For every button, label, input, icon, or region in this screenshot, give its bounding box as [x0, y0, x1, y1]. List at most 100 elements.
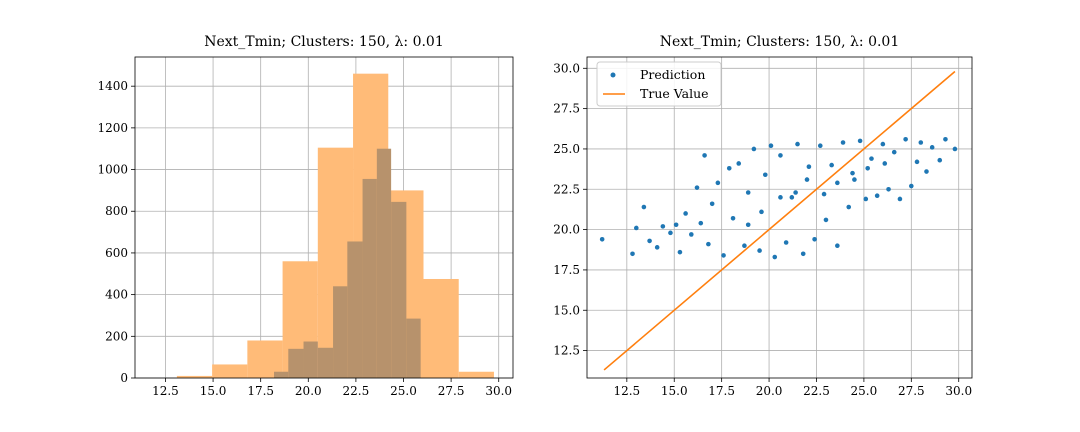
prediction-point: [874, 193, 880, 199]
scatter-grid: [587, 57, 972, 378]
prediction-point: [840, 140, 846, 145]
prediction-point: [778, 195, 783, 200]
x-tick-label: 17.5: [708, 384, 735, 398]
true-value-line-group: [603, 70, 956, 371]
x-tick-label: 30.0: [945, 384, 972, 398]
histogram-bar-inner: [391, 201, 407, 378]
histogram-plot-frame: [134, 56, 514, 379]
prediction-point: [736, 161, 742, 166]
prediction-point: [823, 217, 829, 223]
y-tick-label: 0: [120, 371, 128, 385]
prediction-point: [869, 156, 874, 161]
prediction-point: [914, 159, 920, 165]
x-tick-label: 12.5: [152, 384, 179, 398]
x-tick-label: 17.5: [247, 384, 274, 398]
x-tick-label: 22.5: [803, 384, 830, 398]
y-tick-label: 15.0: [553, 303, 580, 317]
y-tick-label: 27.5: [553, 102, 580, 116]
prediction-point: [715, 180, 721, 186]
prediction-point: [943, 136, 948, 142]
prediction-point: [857, 138, 863, 144]
legend: Prediction True Value: [596, 61, 722, 107]
prediction-point: [647, 238, 652, 244]
y-tick-label: 12.5: [553, 344, 580, 358]
scatter-chart: Next_Tmin; Clusters: 150, λ: 0.01 12.5 15…: [553, 34, 973, 398]
prediction-point: [668, 230, 673, 236]
prediction-point: [673, 222, 679, 228]
prediction-point: [789, 195, 795, 200]
histogram-bar-inner: [288, 348, 304, 378]
scatter-y-axis: 12.5 15.0 17.5 20.0 22.5 25.0 27.5 30.0: [553, 61, 587, 358]
prediction-point: [702, 153, 707, 158]
histogram-x-axis: 12.5 15.0 17.5 20.0 22.5 25.0 27.5 30.0: [152, 378, 512, 398]
histogram-bar-inner: [347, 241, 363, 378]
x-tick-label: 22.5: [343, 384, 370, 398]
prediction-point: [821, 191, 827, 197]
prediction-point: [745, 222, 751, 228]
prediction-point: [850, 170, 855, 176]
prediction-point: [793, 190, 798, 195]
prediction-point: [800, 251, 806, 257]
prediction-point: [865, 166, 870, 171]
x-tick-label: 20.0: [756, 384, 783, 398]
legend-label-prediction: Prediction: [640, 67, 705, 82]
x-tick-label: 15.0: [661, 384, 688, 398]
prediction-point: [641, 204, 647, 210]
y-tick-label: 17.5: [553, 263, 580, 277]
prediction-point: [654, 245, 660, 250]
x-tick-label: 15.0: [200, 384, 227, 398]
prediction-point: [726, 166, 732, 171]
histogram-title: Next_Tmin; Clusters: 150, λ: 0.01: [204, 34, 444, 50]
y-tick-label: 600: [105, 246, 128, 260]
prediction-point: [677, 249, 683, 255]
y-tick-label: 400: [105, 288, 128, 302]
prediction-point: [924, 169, 929, 174]
y-tick-label: 1400: [97, 79, 128, 93]
histogram-bar-inner: [406, 318, 421, 378]
prediction-point: [817, 143, 823, 149]
prediction-point: [745, 190, 751, 195]
prediction-point: [721, 253, 726, 258]
prediction-point: [903, 136, 908, 142]
y-tick-label: 25.0: [553, 142, 580, 156]
y-tick-label: 1200: [97, 121, 128, 135]
scatter-points: [599, 136, 958, 260]
prediction-point: [698, 220, 704, 226]
histogram-bar-inner: [333, 286, 348, 378]
prediction-point: [852, 177, 857, 182]
histogram-bar-outer: [212, 364, 248, 378]
x-tick-label: 25.0: [390, 384, 417, 398]
legend-marker-prediction: [610, 72, 616, 78]
x-tick-label: 27.5: [898, 384, 925, 398]
prediction-point: [694, 185, 700, 190]
x-tick-label: 30.0: [485, 384, 512, 398]
legend-box: [596, 61, 722, 107]
histogram-bar-inner: [362, 178, 377, 378]
scatter-plot-frame: [586, 56, 973, 379]
histogram-chart: Next_Tmin; Clusters: 150, λ: 0.01 12.5 15…: [97, 34, 514, 398]
prediction-point: [806, 164, 812, 169]
legend-label-true-value: True Value: [640, 86, 709, 101]
histogram-bar-inner: [376, 148, 392, 378]
histogram-bar-inner: [303, 341, 318, 378]
histogram-y-axis: 0 200 400 600 800 1000 1200 1400: [97, 79, 135, 385]
prediction-point: [630, 251, 635, 257]
prediction-point: [762, 172, 768, 178]
prediction-point: [909, 183, 914, 189]
true-value-line: [603, 70, 956, 371]
prediction-point: [835, 243, 840, 249]
prediction-point: [918, 140, 924, 145]
prediction-point: [768, 143, 774, 149]
prediction-point: [804, 177, 810, 182]
prediction-point: [863, 196, 869, 202]
prediction-point: [751, 146, 757, 152]
prediction-point: [759, 209, 764, 215]
prediction-point: [772, 254, 778, 260]
prediction-point: [795, 141, 800, 147]
x-tick-label: 27.5: [438, 384, 465, 398]
prediction-point: [835, 180, 840, 186]
y-tick-label: 1000: [97, 163, 128, 177]
prediction-point: [709, 201, 715, 207]
